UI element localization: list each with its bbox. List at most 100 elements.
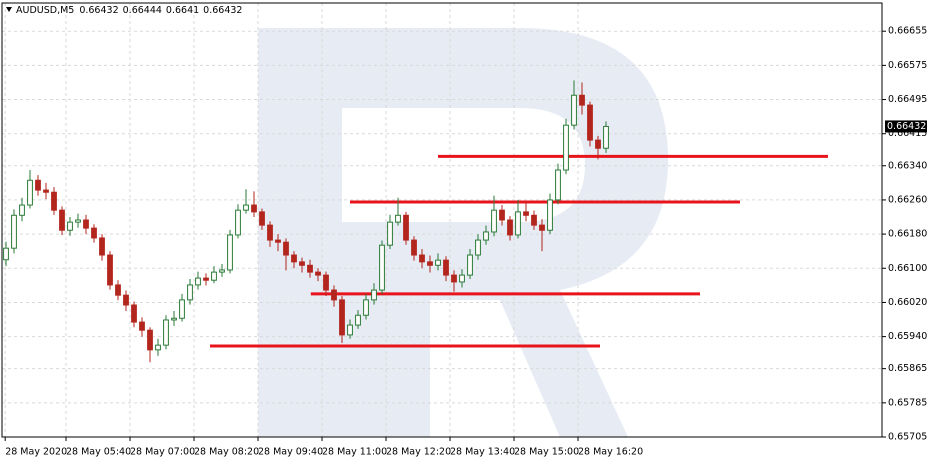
candle-body xyxy=(355,314,361,326)
candle-body xyxy=(307,264,313,273)
candle-body xyxy=(331,289,337,301)
candle-body xyxy=(3,247,9,261)
candle-body xyxy=(27,179,33,206)
symbol: AUDUSD,M5 xyxy=(16,5,74,16)
candle-body xyxy=(227,234,233,271)
candle-body xyxy=(35,179,41,191)
candle-body xyxy=(19,204,25,216)
candle-body xyxy=(211,271,217,281)
grid xyxy=(2,3,882,437)
candle-body xyxy=(475,239,481,256)
candle-body xyxy=(491,209,497,233)
x-tick-label: 28 May 16:20 xyxy=(578,447,643,458)
candle-body xyxy=(411,239,417,256)
current-price-box xyxy=(885,120,927,133)
candle-body xyxy=(595,139,601,149)
x-tick-label: 28 May 2020 xyxy=(5,447,67,458)
x-tick-label: 28 May 05:40 xyxy=(66,447,131,458)
candle-body xyxy=(579,94,585,106)
candle-body xyxy=(11,214,17,249)
candle-body xyxy=(259,211,265,226)
y-tick-label: 0.66260 xyxy=(888,194,927,205)
y-tick-label: 0.66100 xyxy=(888,263,927,274)
candle-body xyxy=(315,271,321,276)
candle-body xyxy=(115,284,121,296)
candle-body xyxy=(147,329,153,351)
axes: 0.66655 0.66575 0.66495 0.66415 0.66340 0.662… xyxy=(4,26,927,458)
candle-body xyxy=(523,211,529,216)
header: AUDUSD,M5 0.66432 0.66444 0.6641 0.66432 xyxy=(16,5,242,16)
candle-body xyxy=(139,321,145,331)
y-tick-label: 0.66655 xyxy=(888,26,927,37)
candle-body xyxy=(155,344,161,351)
candle-body xyxy=(483,231,489,241)
candle-body xyxy=(555,169,561,201)
candle-body xyxy=(379,244,385,291)
x-tick-label: 28 May 13:40 xyxy=(450,447,515,458)
candle-body xyxy=(43,189,49,193)
candle-body xyxy=(291,254,297,263)
candle-body xyxy=(99,237,105,256)
x-tick-label: 28 May 09:40 xyxy=(258,447,323,458)
candle-body xyxy=(195,277,201,286)
y-tick-label: 0.65785 xyxy=(888,397,927,408)
candle-body xyxy=(403,214,409,241)
candle-body xyxy=(603,125,609,149)
candle-body xyxy=(67,221,73,231)
candle-body xyxy=(563,124,569,171)
candle-body xyxy=(283,241,289,256)
candle-body xyxy=(243,204,249,211)
candle-body xyxy=(395,214,401,223)
candle-body xyxy=(203,277,209,281)
candle-body xyxy=(83,219,89,229)
candle-body xyxy=(507,219,513,236)
y-tick-label: 0.66180 xyxy=(888,229,927,240)
plot-frame xyxy=(1,2,883,438)
candle-body xyxy=(219,269,225,273)
candle-body xyxy=(371,289,377,301)
x-tick-label: 28 May 11:00 xyxy=(322,447,387,458)
y-tick-label: 0.66495 xyxy=(888,94,927,105)
candle-body xyxy=(427,261,433,266)
candle-body xyxy=(387,221,393,246)
candle-body xyxy=(531,214,537,226)
candle-body xyxy=(163,319,169,346)
candle-body xyxy=(171,317,177,321)
candle-body xyxy=(363,299,369,316)
candle-body xyxy=(443,259,449,276)
y-tick-label: 0.65940 xyxy=(888,331,927,342)
candle-body xyxy=(547,199,553,231)
candle-body xyxy=(339,299,345,336)
candle-body xyxy=(515,211,521,236)
quote-low: 0.6641 xyxy=(166,5,199,16)
x-tick-label: 28 May 12:20 xyxy=(386,447,451,458)
candle-body xyxy=(51,191,57,211)
quote-close: 0.66432 xyxy=(203,5,242,16)
candle-body xyxy=(451,274,457,283)
quote-open: 0.66432 xyxy=(79,5,118,16)
quote-high: 0.66444 xyxy=(123,5,162,16)
candle-body xyxy=(131,304,137,323)
candles xyxy=(3,80,609,363)
candle-body xyxy=(587,104,593,141)
current-price-label: 0.66432 xyxy=(887,121,926,132)
candle-body xyxy=(107,254,113,286)
candle-body xyxy=(435,259,441,266)
candle-body xyxy=(267,224,273,241)
y-tick-label: 0.66415 xyxy=(888,128,927,139)
candle-body xyxy=(499,209,505,221)
candle-body xyxy=(419,254,425,263)
candle-body xyxy=(59,209,65,231)
candle-body xyxy=(539,224,545,231)
y-tick-label: 0.66340 xyxy=(888,160,927,171)
candle-body xyxy=(251,204,257,213)
y-tick-label: 0.65705 xyxy=(888,432,927,443)
candle-body xyxy=(571,94,577,126)
candle-body xyxy=(179,299,185,319)
candle-body xyxy=(91,227,97,239)
candle-body xyxy=(323,274,329,291)
candle-body xyxy=(235,209,241,236)
candle-body xyxy=(187,284,193,301)
candle-body xyxy=(299,261,305,266)
